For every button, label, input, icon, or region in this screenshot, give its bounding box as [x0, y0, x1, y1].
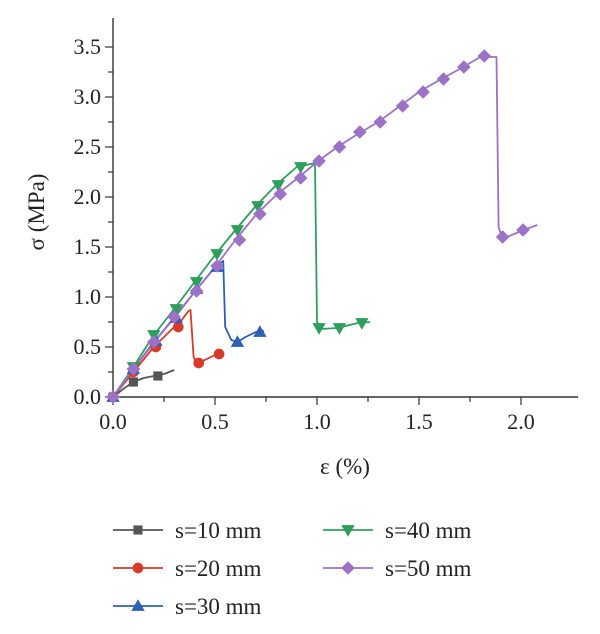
data-point-s-50-mm: [126, 362, 141, 376]
legend-marker: [133, 525, 143, 535]
data-point-s-40-mm: [294, 162, 308, 174]
data-point-s-50-mm: [106, 390, 120, 404]
y-tick-label: 1.5: [74, 234, 102, 259]
y-tick-label: 0.5: [74, 334, 102, 359]
data-point-s-40-mm: [251, 201, 265, 213]
data-point-s-40-mm: [312, 323, 326, 335]
legend-item-s-20-mm: s=20 mm: [113, 556, 262, 581]
data-point-s-10-mm: [153, 371, 163, 381]
data-point-s-20-mm: [213, 348, 225, 360]
data-point-s-50-mm: [477, 49, 492, 63]
data-point-s-50-mm: [353, 125, 367, 139]
x-tick-label: 0.5: [201, 409, 229, 434]
legend-item-s-10-mm: s=10 mm: [113, 518, 262, 543]
series-line-s-20-mm: [112, 309, 220, 398]
x-tick-label: 1.5: [405, 409, 433, 434]
x-tick-label: 2.0: [507, 409, 535, 434]
x-tick-label: 1.0: [303, 409, 331, 434]
data-point-s-50-mm: [273, 187, 288, 201]
legend-label: s=30 mm: [175, 594, 262, 619]
y-tick-label: 2.5: [74, 134, 102, 159]
y-tick-label: 3.0: [74, 84, 102, 109]
data-point-s-50-mm: [232, 233, 247, 247]
y-axis-title: σ (MPa): [24, 174, 49, 251]
data-point-s-50-mm: [253, 207, 267, 221]
legend-label: s=50 mm: [385, 556, 472, 581]
series-line-s-50-mm: [112, 56, 538, 398]
axes: 0.0 0.5 1.0 1.5 2.0 0.0 0.5 1.0 1.5 2.0 2.5 3.0 3.5: [74, 18, 578, 434]
data-point-s-50-mm: [293, 171, 308, 185]
legend-marker: [341, 561, 355, 575]
data-point-s-50-mm: [210, 259, 224, 273]
data-point-s-40-mm: [271, 180, 285, 192]
data-point-s-50-mm: [495, 230, 510, 244]
y-tick-label: 2.0: [74, 184, 102, 209]
y-tick-label: 0.0: [74, 384, 102, 409]
legend-label: s=40 mm: [385, 518, 472, 543]
data-point-s-50-mm: [189, 284, 204, 298]
data-point-s-50-mm: [457, 60, 471, 74]
data-point-s-30-mm: [253, 325, 267, 337]
data-point-s-10-mm: [128, 377, 138, 387]
data-point-s-30-mm: [230, 335, 245, 347]
data-point-s-40-mm: [332, 323, 347, 335]
legend-marker: [131, 599, 145, 611]
data-point-s-50-mm: [516, 223, 530, 237]
data-point-s-50-mm: [312, 154, 326, 168]
data-point-s-40-mm: [210, 249, 224, 261]
series-line-s-10-mm: [112, 369, 175, 398]
data-point-s-40-mm: [189, 277, 204, 289]
data-point-s-50-mm: [332, 140, 347, 154]
y-tick-label: 1.0: [74, 284, 102, 309]
legend-label: s=20 mm: [175, 556, 262, 581]
legend-marker: [341, 525, 355, 537]
data-point-s-40-mm: [169, 304, 183, 316]
legend-item-s-40-mm: s=40 mm: [323, 518, 472, 543]
series-line-s-40-mm: [112, 162, 371, 398]
data-point-s-50-mm: [436, 72, 451, 86]
data-point-s-50-mm: [395, 99, 410, 113]
data-point-s-20-mm: [193, 357, 205, 369]
x-tick-label: 0.0: [99, 409, 127, 434]
y-tick-label: 3.5: [74, 34, 102, 59]
plot-markers: [106, 49, 530, 404]
x-axis-title: ε (%): [320, 454, 370, 479]
data-point-s-50-mm: [373, 115, 388, 129]
plot-lines: [112, 56, 538, 398]
data-point-s-50-mm: [416, 85, 430, 99]
data-point-s-20-mm: [172, 321, 184, 333]
legend: s=10 mm s=20 mm s=30 mm s=40 mm s=50 mm: [113, 518, 472, 619]
legend-item-s-50-mm: s=50 mm: [323, 556, 472, 581]
data-point-s-50-mm: [146, 335, 161, 349]
legend-marker: [132, 562, 144, 574]
legend-item-s-30-mm: s=30 mm: [113, 594, 262, 619]
data-point-s-40-mm: [230, 225, 245, 237]
legend-label: s=10 mm: [175, 518, 262, 543]
data-point-s-50-mm: [167, 310, 182, 324]
data-point-s-40-mm: [355, 318, 369, 330]
